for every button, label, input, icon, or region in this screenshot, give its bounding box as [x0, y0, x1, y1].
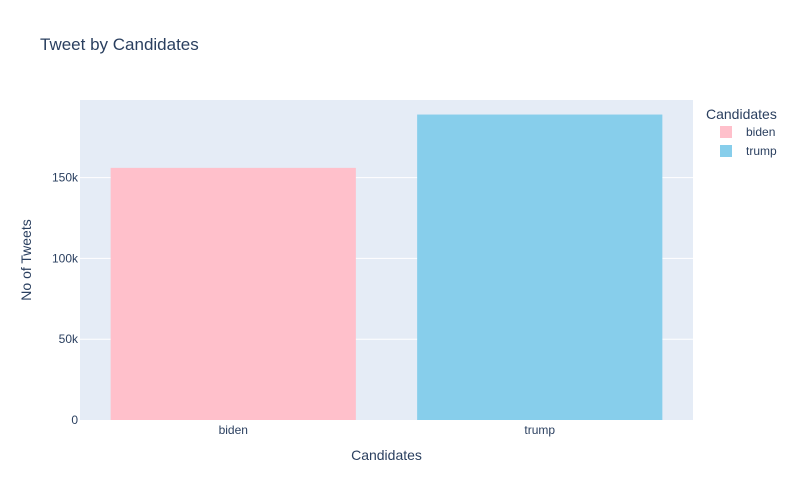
- legend-items: biden trump: [720, 125, 777, 158]
- bars: [110, 114, 663, 420]
- x-axis-ticks: biden trump: [219, 423, 556, 437]
- y-tick-label: 50k: [59, 332, 79, 346]
- legend-swatch-biden[interactable]: [720, 126, 732, 138]
- y-tick-label: 100k: [52, 251, 79, 265]
- y-tick-label: 0: [71, 413, 78, 427]
- chart-title: Tweet by Candidates: [40, 35, 199, 54]
- bar-biden: [110, 167, 356, 420]
- x-axis-title: Candidates: [351, 447, 422, 463]
- y-axis-ticks: 0 50k 100k 150k: [52, 171, 79, 427]
- legend-label-trump[interactable]: trump: [746, 144, 777, 158]
- legend-swatch-trump[interactable]: [720, 145, 732, 157]
- bar-trump: [417, 114, 663, 420]
- legend-label-biden[interactable]: biden: [746, 125, 775, 139]
- x-tick-label: trump: [524, 423, 555, 437]
- y-axis-title: No of Tweets: [18, 219, 34, 300]
- legend: Candidates biden trump: [706, 106, 777, 158]
- legend-title: Candidates: [706, 106, 777, 122]
- y-tick-label: 150k: [52, 171, 79, 185]
- x-tick-label: biden: [219, 423, 248, 437]
